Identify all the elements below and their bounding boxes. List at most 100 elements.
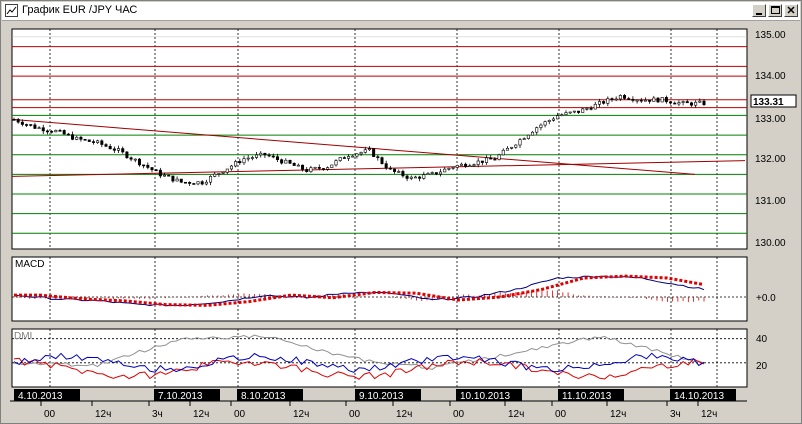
candle-body xyxy=(372,148,376,157)
candle-body xyxy=(37,127,41,130)
hour-label: 12ч xyxy=(610,409,626,420)
candle-body xyxy=(54,130,58,133)
hour-label: 00 xyxy=(349,409,361,420)
candle-body xyxy=(681,101,685,103)
candle-body xyxy=(418,176,422,179)
candle-body xyxy=(292,163,296,166)
hour-label: 12ч xyxy=(508,409,524,420)
candle-body xyxy=(673,102,677,105)
title-bar[interactable]: График EUR /JPY ЧАС xyxy=(2,2,800,21)
candle-body xyxy=(547,120,551,122)
candle-body xyxy=(447,167,451,170)
candle-body xyxy=(41,127,45,132)
candle-body xyxy=(660,97,664,103)
candle-body xyxy=(309,167,313,172)
price-tick-135: 135.00 xyxy=(755,30,786,41)
candle-body xyxy=(610,98,614,100)
candle-body xyxy=(493,158,497,161)
candle-body xyxy=(422,174,426,179)
candle-body xyxy=(543,121,547,126)
candle-body xyxy=(556,115,560,120)
candle-body xyxy=(334,160,338,166)
candle-body xyxy=(271,155,275,158)
time-axis: 4.10.2013 7.10.2013 8.10.2013 9.10.2013 10.1… xyxy=(10,389,747,420)
macd-line xyxy=(13,275,705,307)
candle-body xyxy=(62,130,66,135)
candle-body xyxy=(305,169,309,172)
macd-plot-area xyxy=(11,256,748,322)
candle-body xyxy=(489,157,493,160)
candle-body xyxy=(459,163,463,166)
candle-body xyxy=(142,164,146,167)
candle-body xyxy=(426,173,430,176)
candle-body xyxy=(698,100,702,103)
candle-body xyxy=(501,149,505,156)
candle-body xyxy=(330,164,334,168)
candle-body xyxy=(267,154,271,157)
date-label: 4.10.2013 xyxy=(18,391,63,402)
candle-body xyxy=(87,139,91,142)
close-button[interactable] xyxy=(784,4,798,17)
candle-body xyxy=(485,157,489,163)
candle-body xyxy=(66,133,70,136)
candle-body xyxy=(192,183,196,185)
candle-body xyxy=(112,148,116,151)
dmi-tick-20: 20 xyxy=(756,361,768,372)
candle-body xyxy=(154,169,158,172)
maximize-button[interactable] xyxy=(768,4,782,17)
candle-body xyxy=(405,175,409,179)
candle-body xyxy=(480,160,484,163)
candle-body xyxy=(593,103,597,110)
candle-body xyxy=(317,167,321,169)
candle-body xyxy=(443,168,447,173)
candle-body xyxy=(627,98,631,100)
candle-body xyxy=(393,168,397,172)
candle-body xyxy=(401,171,405,177)
dmi-panel: DMI 40 20 xyxy=(11,328,768,388)
candle-body xyxy=(234,161,238,167)
candle-body xyxy=(45,130,49,133)
macd-signal-line xyxy=(14,274,705,307)
candle-body xyxy=(321,168,325,170)
hour-label: 00 xyxy=(234,409,246,420)
candle-body xyxy=(614,98,618,101)
candle-body xyxy=(238,161,242,164)
candle-body xyxy=(585,108,589,110)
candle-body xyxy=(413,176,417,179)
candle-body xyxy=(384,163,388,169)
candle-body xyxy=(171,175,175,182)
current-price-badge xyxy=(750,94,797,108)
candle-body xyxy=(163,174,167,177)
macd-grid xyxy=(12,257,747,321)
window-title: График EUR /JPY ЧАС xyxy=(22,4,138,16)
candle-body xyxy=(83,139,87,141)
candle-body xyxy=(694,101,698,106)
candle-body xyxy=(16,119,20,123)
hour-label: 3ч xyxy=(152,409,163,420)
downtrend-line xyxy=(11,118,696,175)
dmi-tick-40: 40 xyxy=(756,334,768,345)
candle-body xyxy=(606,98,610,104)
candle-body xyxy=(476,160,480,165)
date-label: 7.10.2013 xyxy=(158,391,203,402)
candle-body xyxy=(472,164,476,166)
candle-body xyxy=(602,101,606,104)
candle-body xyxy=(702,100,706,106)
candle-body xyxy=(455,165,459,168)
candle-body xyxy=(518,139,522,146)
candle-body xyxy=(100,140,104,145)
minimize-button[interactable] xyxy=(752,4,766,17)
chart-app-icon xyxy=(5,4,18,17)
candle-body xyxy=(351,155,355,158)
hour-label: 12ч xyxy=(293,409,309,420)
candle-body xyxy=(284,159,288,164)
candle-body xyxy=(275,156,279,160)
dmi-label: DMI xyxy=(14,331,32,342)
candle-body xyxy=(689,102,693,106)
candle-body xyxy=(259,152,263,156)
candle-body xyxy=(347,156,351,159)
dmi-plot-area xyxy=(11,328,748,388)
candle-body xyxy=(468,165,472,167)
macd-histogram xyxy=(13,290,705,303)
macd-panel: MACD +0.0 xyxy=(11,256,776,322)
